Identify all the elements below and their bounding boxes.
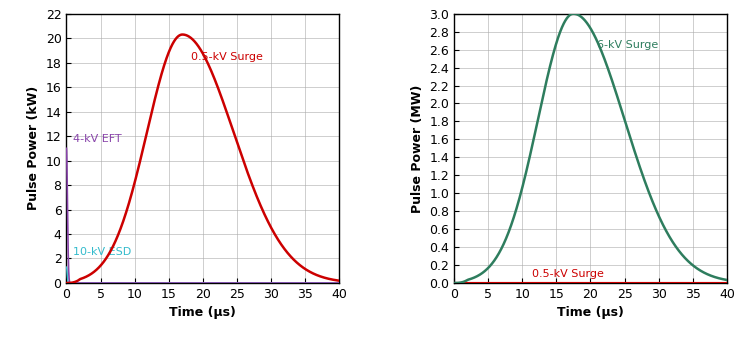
Text: 0.5-kV Surge: 0.5-kV Surge: [190, 52, 263, 62]
X-axis label: Time (μs): Time (μs): [557, 306, 624, 319]
Text: 0.5-kV Surge: 0.5-kV Surge: [532, 269, 604, 279]
X-axis label: Time (μs): Time (μs): [170, 306, 236, 319]
Text: 10-kV ESD: 10-kV ESD: [73, 247, 131, 257]
Text: 6-kV Surge: 6-kV Surge: [597, 40, 658, 50]
Y-axis label: Pulse Power (MW): Pulse Power (MW): [410, 84, 424, 213]
Text: 4-kV EFT: 4-kV EFT: [73, 134, 122, 144]
Y-axis label: Pulse Power (kW): Pulse Power (kW): [27, 86, 40, 211]
